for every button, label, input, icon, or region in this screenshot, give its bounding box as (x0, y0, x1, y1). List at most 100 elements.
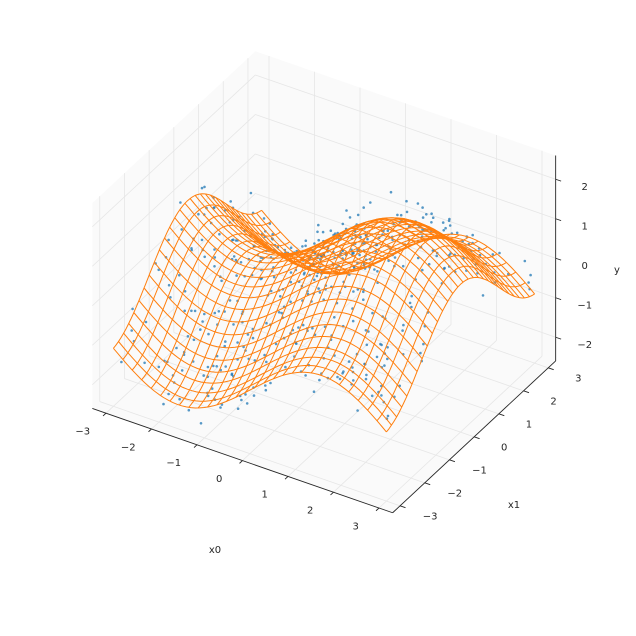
scatter-point (498, 251, 501, 255)
scatter-point (197, 212, 200, 216)
scatter-point (143, 361, 146, 365)
scatter-point (236, 341, 239, 344)
surface-line-x1 (148, 274, 423, 360)
scatter-point (193, 309, 197, 313)
scatter-point (224, 340, 227, 343)
scatter-point (402, 323, 405, 327)
z-axis-title: y (614, 265, 620, 276)
grid-line-z-left (92, 153, 256, 307)
z-tick (555, 257, 562, 261)
surface-line-x1 (235, 209, 510, 295)
scatter-point (219, 406, 222, 409)
y-tick-label: 3 (575, 374, 581, 385)
scatter-point (352, 290, 355, 293)
x-tick-label: −3 (75, 427, 90, 438)
scatter-point (405, 199, 408, 203)
scatter-point (245, 402, 249, 405)
scatter-point (229, 200, 232, 203)
z-tick-label: 2 (582, 182, 588, 193)
scatter-point (274, 342, 278, 346)
scatter-point (183, 290, 187, 293)
scatter-point (352, 379, 355, 382)
scatter-point (297, 326, 300, 329)
scatter-point (527, 281, 530, 284)
scatter-point (416, 202, 420, 205)
x-tick-label: 2 (307, 506, 313, 517)
scatter-point (234, 239, 238, 242)
scatter-point (421, 216, 425, 219)
scatter-point (175, 346, 178, 350)
scatter-point (192, 338, 196, 342)
scatter-point (386, 414, 390, 418)
scatter-point (342, 370, 345, 373)
grid-line-z-left (92, 114, 256, 267)
scatter-point (362, 290, 365, 294)
scatter-point (408, 301, 412, 305)
scatter-point (180, 369, 184, 372)
scatter-point (386, 357, 389, 361)
surface-line-x1 (128, 323, 403, 408)
scatter-point (341, 222, 345, 226)
grid-line-z-left (92, 74, 256, 228)
scatter-point (228, 299, 232, 302)
scatter-point (253, 359, 257, 362)
grid-line-y-floor (124, 378, 425, 484)
scatter-point (162, 402, 165, 406)
scatter-point (187, 408, 191, 412)
scatter-point (183, 309, 186, 313)
y-tick-label: 0 (501, 443, 507, 454)
scatter-point (179, 201, 182, 204)
surface-line-x0 (226, 246, 375, 402)
scatter-point (289, 300, 292, 304)
scatter-point (271, 233, 275, 236)
scatter-point (232, 255, 236, 258)
scatter-point (481, 294, 485, 297)
scatter-point (169, 296, 172, 299)
scatter-point (441, 221, 445, 224)
scatter-point (279, 295, 282, 298)
scatter-point (230, 372, 234, 376)
scatter-point (371, 311, 374, 315)
z-tick (555, 218, 562, 222)
scatter-point (304, 244, 307, 248)
grid-line-z-right (255, 74, 556, 180)
z-tick-label: −2 (577, 340, 592, 351)
scatter-point (313, 242, 316, 245)
scatter-point (284, 365, 287, 369)
scatter-point (200, 186, 204, 190)
scatter-point (201, 320, 204, 323)
scatter-point (373, 268, 376, 271)
scatter-point (289, 271, 293, 274)
grid-line-y-floor (173, 332, 475, 438)
scatter-point (213, 311, 217, 315)
y-tick-label: 2 (550, 397, 556, 408)
scatter-point (316, 230, 319, 234)
scatter-point (207, 332, 210, 336)
scatter-point (383, 364, 386, 367)
scatter-point (234, 258, 238, 262)
scatter-point (351, 319, 355, 323)
scatter-point (362, 206, 366, 209)
scatter-point (317, 238, 321, 242)
scatter-point (356, 409, 359, 412)
scatter-point (167, 238, 170, 242)
scatter-point (190, 309, 193, 313)
surface-line-x1 (153, 261, 428, 347)
x-tick (239, 460, 243, 464)
scatter-point (430, 212, 433, 215)
scatter-point (435, 254, 439, 258)
y-tick-label: −2 (447, 489, 462, 500)
scatter-point (230, 238, 234, 242)
x-tick (193, 444, 198, 448)
scatter-point (180, 228, 183, 231)
scatter-point (431, 216, 435, 219)
grid-line-z-left (92, 193, 256, 346)
scatter-point (419, 351, 422, 355)
surface-line-x1 (138, 300, 413, 385)
scatter-point (358, 253, 361, 257)
scatter-point (401, 264, 405, 268)
scatter-point (251, 336, 255, 340)
scatter-point (213, 256, 217, 259)
scatter-point (131, 307, 134, 311)
